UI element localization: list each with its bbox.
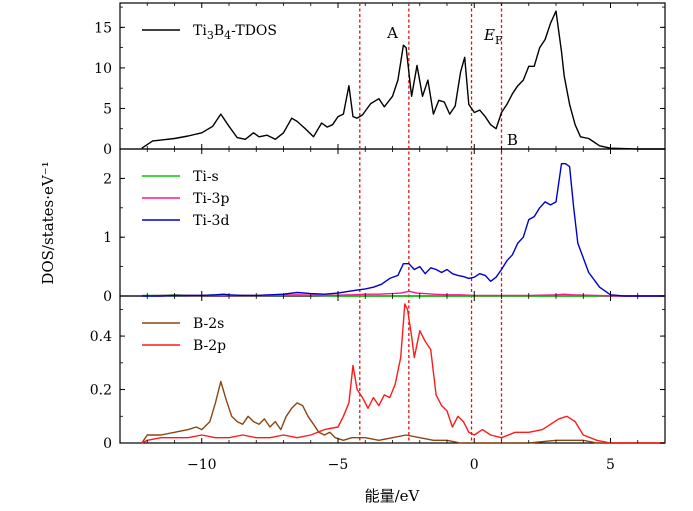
y-tick-label: 1 [103, 230, 112, 246]
x-tick-label: 0 [470, 457, 479, 473]
legend-label: Ti-3d [193, 213, 229, 229]
series-line-ti3b4-tdos [141, 10, 665, 150]
fermi-label-main: E [483, 26, 495, 44]
y-tick-label: 0 [103, 436, 112, 452]
series-line-ti-3p [141, 290, 665, 297]
y-tick-label: 2 [103, 171, 112, 187]
y-tick-label: 0.2 [90, 383, 112, 399]
y-tick-label: 5 [103, 101, 112, 117]
x-tick-label: −5 [328, 457, 349, 473]
y-tick-label: 0.4 [90, 329, 112, 345]
legend-label: Ti3B4-TDOS [193, 23, 277, 42]
x-tick-label: 5 [606, 457, 615, 473]
legend-label: B-2p [193, 338, 226, 354]
y-tick-label: 0 [103, 142, 112, 158]
x-tick-label: −10 [187, 457, 217, 473]
legend-label-part: Ti [193, 23, 207, 39]
annotations: A B EF [386, 24, 518, 149]
annotation-b: B [507, 131, 518, 149]
axes: 0 5 10 15 0 1 2 0 0.2 0.4 −10 −5 0 5 [90, 3, 665, 473]
series-line-b-2p [141, 303, 665, 444]
legend-label: Ti-s [193, 169, 219, 185]
reference-vlines [359, 3, 503, 443]
y-tick-label: 10 [94, 61, 112, 77]
fermi-label-sub: F [495, 34, 503, 47]
y-tick-label: 15 [94, 20, 112, 36]
legend-label-part: 3 [207, 29, 214, 42]
y-tick-label: 0 [103, 289, 112, 305]
annotation-a: A [386, 24, 398, 42]
fermi-level-label: EF [483, 26, 503, 47]
legend-label: Ti-3p [193, 191, 229, 207]
legend-label-part: 4 [224, 29, 231, 42]
x-axis-label: 能量/eV [365, 487, 421, 505]
legend-label: B-2s [193, 316, 224, 332]
series-lines [141, 10, 665, 444]
y-axis-label: DOS/states·eV⁻¹ [39, 161, 57, 284]
legend-label-part: -TDOS [231, 23, 277, 39]
legend-label-part: B [214, 23, 224, 39]
series-line-b-2s [141, 380, 665, 444]
series-line-ti-3d [141, 162, 665, 297]
legends: Ti3B4-TDOS Ti-s Ti-3p Ti-3d B-2s B-2p [142, 23, 277, 354]
